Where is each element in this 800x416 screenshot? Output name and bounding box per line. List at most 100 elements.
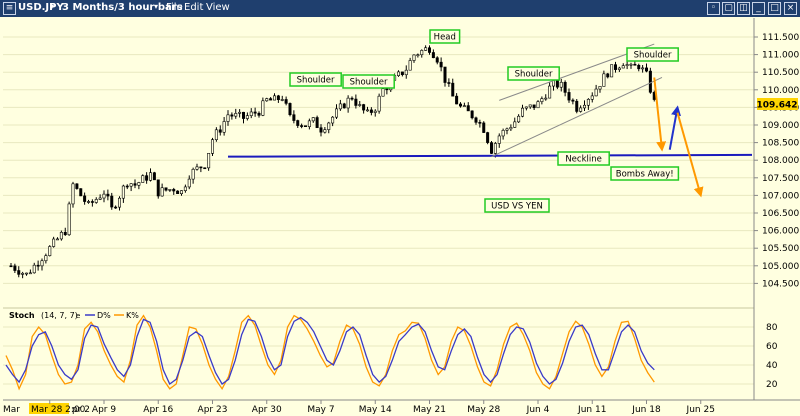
- candle-body: [269, 98, 273, 101]
- candle-body: [141, 175, 145, 183]
- restore-button[interactable]: ◫: [737, 2, 750, 15]
- symbol-label[interactable]: USD.JPY: [18, 2, 64, 13]
- candle-body: [156, 179, 160, 197]
- price-candle: [102, 190, 106, 203]
- symbol-dropdown-icon[interactable]: ▾: [50, 2, 55, 11]
- price-candle: [648, 67, 652, 94]
- candle-body: [207, 153, 211, 169]
- maximize-button[interactable]: □: [768, 2, 781, 15]
- candle-body: [110, 195, 114, 208]
- price-candle: [106, 189, 110, 201]
- file-menu[interactable]: File: [166, 2, 183, 13]
- stoch-param-suffix: e: [76, 312, 80, 320]
- candle-body: [75, 183, 79, 189]
- candle-body: [203, 167, 207, 170]
- candle-body: [598, 86, 602, 90]
- price-candle: [24, 272, 28, 276]
- price-candle: [354, 94, 358, 109]
- settings-button[interactable]: ◦: [707, 2, 720, 15]
- price-candle: [36, 260, 40, 271]
- edit-menu[interactable]: Edit: [184, 2, 204, 13]
- candle-body: [505, 128, 509, 131]
- timeframe-dropdown-icon[interactable]: ▾: [154, 2, 159, 11]
- candle-body: [466, 105, 470, 112]
- candle-body: [106, 193, 110, 197]
- candle-body: [474, 117, 478, 123]
- stoch-tick-label: 80: [766, 323, 778, 333]
- price-candle: [509, 124, 513, 131]
- price-candle: [94, 197, 98, 204]
- candle-body: [32, 264, 36, 274]
- candle-body: [458, 103, 462, 107]
- timeframe-label[interactable]: 3 Months/3 hour bars: [62, 2, 183, 13]
- link-button[interactable]: ▢: [722, 2, 735, 15]
- stoch-tick-label: 60: [766, 342, 778, 352]
- candle-body: [261, 100, 265, 116]
- candle-body: [342, 103, 346, 109]
- price-candle: [482, 121, 486, 133]
- view-menu[interactable]: View: [206, 2, 230, 13]
- candle-body: [427, 47, 431, 53]
- price-tick-label: 111.500: [762, 33, 799, 43]
- candle-body: [369, 109, 373, 113]
- candle-body: [509, 127, 513, 130]
- candle-body: [408, 60, 412, 71]
- price-candle: [404, 65, 408, 79]
- price-candle: [83, 192, 87, 205]
- candle-body: [90, 201, 94, 203]
- candle-body: [385, 88, 389, 91]
- price-candle: [234, 108, 238, 119]
- price-candle: [168, 189, 172, 192]
- price-candle: [455, 93, 459, 105]
- candle-body: [199, 166, 203, 169]
- price-candle: [272, 93, 276, 101]
- candle-body: [303, 125, 307, 127]
- price-candle: [602, 70, 606, 87]
- candle-body: [265, 98, 269, 102]
- candle-body: [311, 117, 315, 122]
- candle-body: [24, 272, 28, 275]
- candle-body: [218, 129, 222, 133]
- candle-body: [590, 95, 594, 100]
- price-candle: [242, 111, 246, 124]
- candle-body: [238, 111, 242, 114]
- price-candle: [462, 102, 466, 107]
- price-candle: [265, 97, 269, 102]
- candle-body: [168, 189, 172, 191]
- candle-body: [381, 88, 385, 97]
- x-start-label: Mar: [3, 405, 20, 415]
- x-tick-label: May 7: [307, 405, 334, 415]
- price-candle: [249, 108, 253, 119]
- close-button[interactable]: ×: [784, 2, 797, 15]
- last-price-badge: 109.642: [757, 98, 798, 111]
- price-candle: [125, 184, 129, 190]
- price-tick-label: 110.000: [762, 86, 799, 96]
- candle-body: [528, 104, 532, 108]
- chart-background: [0, 17, 800, 416]
- d-series-label: D%: [97, 311, 111, 320]
- price-candle: [575, 99, 579, 114]
- candle-body: [129, 183, 133, 187]
- candle-body: [9, 265, 13, 268]
- candle-body: [288, 103, 292, 116]
- window-menu-button[interactable]: ≡: [3, 2, 16, 15]
- candle-body: [67, 203, 71, 236]
- x-tick-label: Apr 9: [92, 405, 116, 415]
- price-candle: [183, 184, 187, 193]
- candle-body: [443, 66, 447, 83]
- annotation-shoulder: Shoulder: [626, 47, 679, 62]
- candle-body: [377, 95, 381, 112]
- price-candle: [408, 57, 412, 71]
- minimize-button[interactable]: _: [752, 2, 765, 15]
- price-candle: [13, 263, 17, 274]
- candle-body: [121, 185, 125, 199]
- candle-body: [346, 97, 350, 109]
- price-candle: [133, 179, 137, 189]
- x-tick-current: Mar 28 2:00: [29, 403, 86, 415]
- candle-body: [455, 95, 459, 105]
- x-tick-label: Jun 11: [577, 405, 606, 415]
- price-candle: [245, 112, 249, 121]
- candle-body: [152, 172, 156, 181]
- price-candle: [617, 66, 621, 72]
- annotation-box: [429, 29, 461, 44]
